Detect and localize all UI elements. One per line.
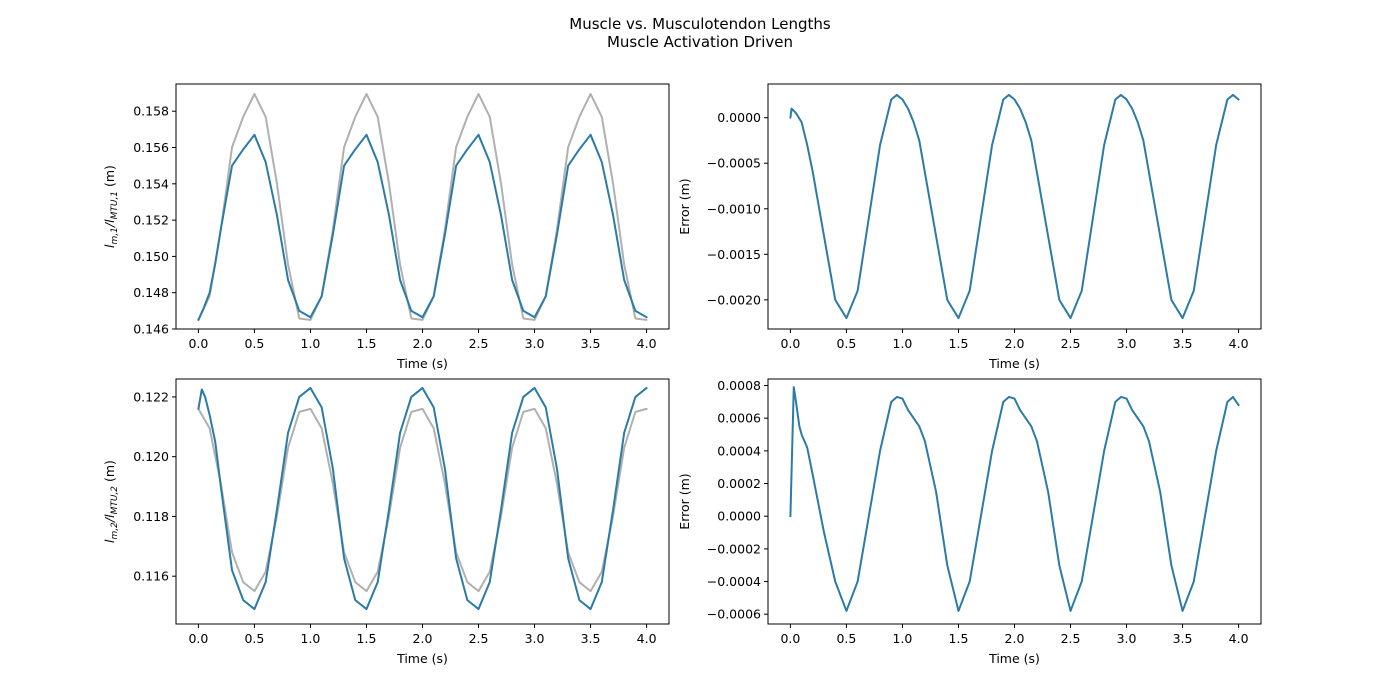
x-tick-label: 1.0 xyxy=(893,631,913,646)
y-tick-label: −0.0006 xyxy=(707,607,761,622)
y-axis-label: lm,1/lMTU,1 (m) xyxy=(102,165,120,248)
x-tick-label: 3.5 xyxy=(581,336,601,351)
figure-title-line-2: Muscle Activation Driven xyxy=(607,33,793,51)
x-tick-label: 4.0 xyxy=(637,631,657,646)
x-tick-label: 3.0 xyxy=(525,631,545,646)
subplot-bottom-left: 0.0 0.5 1.0 1.5 2.0 2.5 3.0 3.5 4.0 0.116 0.118 0.1… xyxy=(102,378,670,666)
y-axis-label-subscript: m,2 xyxy=(110,522,120,540)
y-tick-label: 0.158 xyxy=(133,104,169,119)
axes-frame xyxy=(767,83,1262,330)
y-axis-label-part: /l xyxy=(102,514,117,523)
y-axis-label-part: /l xyxy=(102,219,117,228)
x-tick-label: 2.0 xyxy=(413,336,433,351)
y-tick-label: −0.0020 xyxy=(707,292,761,307)
x-tick-label: 1.5 xyxy=(357,336,377,351)
y-axis-label-part: (m) xyxy=(102,460,117,486)
x-tick-label: 0.5 xyxy=(244,336,264,351)
x-tick-label: 3.0 xyxy=(1117,631,1137,646)
x-tick-label: 3.5 xyxy=(581,631,601,646)
x-tick-label: 3.0 xyxy=(525,336,545,351)
subplot-bottom-right: 0.0 0.5 1.0 1.5 2.0 2.5 3.0 3.5 4.0 0.0008 0.0006 0… xyxy=(677,378,1262,666)
x-tick-label: 2.0 xyxy=(1005,631,1025,646)
y-axis-label-subscript: m,1 xyxy=(110,227,120,244)
x-tick-label: 0.5 xyxy=(836,336,856,351)
x-tick-label: 2.0 xyxy=(1005,336,1025,351)
y-tick-label: 0.156 xyxy=(133,140,169,155)
x-tick-label: 1.5 xyxy=(949,631,969,646)
x-tick-label: 4.0 xyxy=(637,336,657,351)
figure-title-line-1: Muscle vs. Musculotendon Lengths xyxy=(569,15,831,33)
series-line-muscle xyxy=(789,93,1240,320)
y-tick-label: 0.0000 xyxy=(717,509,761,524)
y-tick-label: 0.0002 xyxy=(717,476,761,491)
y-tick-label: 0.122 xyxy=(133,389,169,404)
y-tick-label: 0.0006 xyxy=(717,411,761,426)
y-axis-label-part: l xyxy=(102,539,117,543)
y-tick-label: 0.0004 xyxy=(717,443,761,458)
x-tick-label: 1.0 xyxy=(301,336,321,351)
x-axis-label: Time (s) xyxy=(988,651,1040,666)
x-tick-label: 0.0 xyxy=(188,631,208,646)
series-line-muscle xyxy=(197,386,648,611)
x-tick-label: 4.0 xyxy=(1229,631,1249,646)
axes-frame xyxy=(767,378,1262,625)
y-tick-label: 0.146 xyxy=(133,322,169,337)
x-tick-label: 1.0 xyxy=(893,336,913,351)
x-tick-label: 1.5 xyxy=(949,336,969,351)
y-tick-label: 0.0000 xyxy=(717,110,761,125)
y-tick-label: −0.0004 xyxy=(707,574,761,589)
x-tick-label: 4.0 xyxy=(1229,336,1249,351)
y-tick-label: 0.116 xyxy=(133,569,169,584)
x-axis-label: Time (s) xyxy=(396,651,448,666)
x-tick-label: 3.5 xyxy=(1173,336,1193,351)
y-axis-label-part: (m) xyxy=(102,165,117,191)
y-tick-label: −0.0005 xyxy=(707,156,761,171)
series-line-musculotendon xyxy=(197,92,648,321)
y-tick-label: 0.118 xyxy=(133,509,169,524)
x-tick-label: 2.0 xyxy=(413,631,433,646)
y-tick-label: −0.0002 xyxy=(707,541,761,556)
x-tick-label: 2.5 xyxy=(1061,631,1081,646)
y-axis-label: lm,2/lMTU,2 (m) xyxy=(102,460,120,543)
x-tick-label: 1.0 xyxy=(301,631,321,646)
y-axis-label: Error (m) xyxy=(677,178,692,234)
axes-frame xyxy=(175,83,670,330)
x-tick-label: 2.5 xyxy=(1061,336,1081,351)
series-line-muscle xyxy=(789,386,1240,612)
series-line-musculotendon xyxy=(197,407,648,593)
x-tick-label: 0.0 xyxy=(780,631,800,646)
subplot-top-right: 0.0 0.5 1.0 1.5 2.0 2.5 3.0 3.5 4.0 0.0000 −0.0005… xyxy=(677,83,1262,371)
y-axis-label-subscript: MTU,2 xyxy=(110,486,120,515)
y-tick-label: 0.150 xyxy=(133,249,169,264)
y-tick-label: −0.0010 xyxy=(707,201,761,216)
x-tick-label: 0.0 xyxy=(188,336,208,351)
subplot-top-left: 0.0 0.5 1.0 1.5 2.0 2.5 3.0 3.5 4.0 0.146 0.148 0.1… xyxy=(102,83,670,371)
x-tick-label: 0.5 xyxy=(244,631,264,646)
x-tick-label: 3.5 xyxy=(1173,631,1193,646)
x-tick-label: 0.5 xyxy=(836,631,856,646)
x-tick-label: 3.0 xyxy=(1117,336,1137,351)
y-tick-label: −0.0015 xyxy=(707,247,761,262)
y-tick-label: 0.152 xyxy=(133,213,169,228)
y-axis-label-part: l xyxy=(102,244,117,248)
x-tick-label: 0.0 xyxy=(780,336,800,351)
x-tick-label: 1.5 xyxy=(357,631,377,646)
y-tick-label: 0.0008 xyxy=(717,378,761,393)
y-tick-label: 0.120 xyxy=(133,449,169,464)
series-line-muscle xyxy=(197,133,648,321)
x-axis-label: Time (s) xyxy=(396,356,448,371)
x-tick-label: 2.5 xyxy=(469,631,489,646)
y-axis-label-subscript: MTU,1 xyxy=(110,191,120,219)
x-tick-label: 2.5 xyxy=(469,336,489,351)
y-tick-label: 0.154 xyxy=(133,176,169,191)
x-axis-label: Time (s) xyxy=(988,356,1040,371)
y-tick-label: 0.148 xyxy=(133,285,169,300)
y-axis-label: Error (m) xyxy=(677,473,692,529)
